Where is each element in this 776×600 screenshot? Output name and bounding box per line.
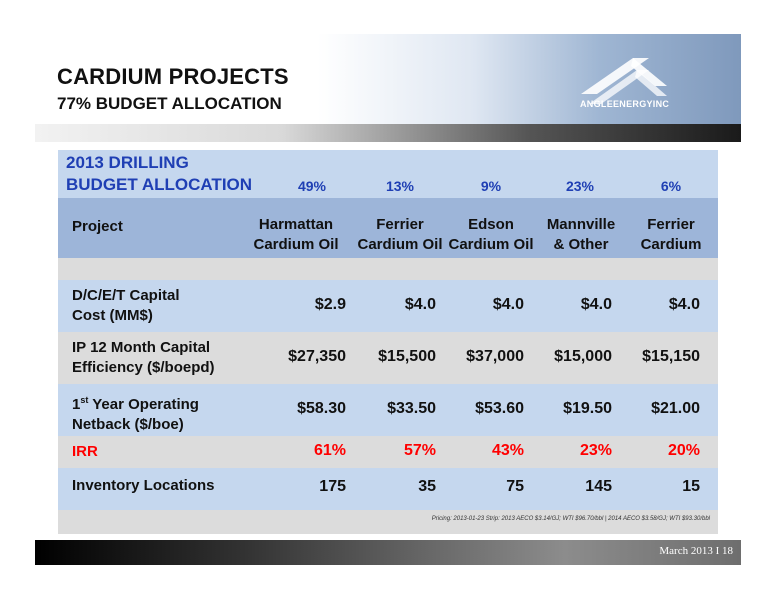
table-row: IP 12 Month Capital Efficiency ($/boepd)… — [58, 332, 718, 384]
cell-value: $21.00 — [651, 400, 700, 417]
cell-value: $4.0 — [580, 296, 612, 313]
cell-value: $4.0 — [668, 296, 700, 313]
footer-date-page: March 2013 I 18 — [659, 545, 733, 557]
cell-value: $15,000 — [554, 348, 612, 365]
column-header-line2: Cardium Oil — [253, 236, 339, 253]
column-header-line1: Ferrier — [376, 216, 424, 233]
logo-wordmark: ANGLEENERGYINC — [580, 99, 670, 109]
column-header-line1: Mannville — [546, 216, 616, 233]
cell-value: 75 — [506, 478, 524, 495]
row-label-line2: Netback ($/boe) — [72, 416, 184, 433]
slide-subtitle: 77% BUDGET ALLOCATION — [57, 94, 282, 113]
table-row: D/C/E/T Capital Cost (MM$) $2.9 $4.0 $4.… — [58, 280, 718, 332]
ordinal-suffix: st — [80, 395, 89, 405]
allocation-title-line2: BUDGET ALLOCATION — [66, 175, 253, 194]
row-label-line1: 1st Year Operating — [72, 390, 199, 415]
cell-value: 145 — [585, 478, 612, 495]
row-label-line2: Efficiency ($/boepd) — [72, 359, 215, 376]
allocation-mannville: 23% — [565, 178, 595, 194]
irr-value: 57% — [403, 442, 436, 459]
cell-value: $58.30 — [297, 400, 346, 417]
row-label-inventory: Inventory Locations — [72, 477, 215, 494]
allocation-row: 2013 DRILLING BUDGET ALLOCATION 49% 13% … — [58, 150, 718, 198]
slide-footer: March 2013 I 18 — [35, 540, 741, 565]
column-header-line2: Cardium Oil — [448, 236, 534, 253]
cell-value: $19.50 — [563, 400, 612, 417]
row-label-line1-text: Year Operating — [88, 396, 199, 413]
cell-value: $15,500 — [378, 348, 436, 365]
pricing-note-row: Pricing: 2013-01-23 Strip: 2013 AECO $3.… — [58, 510, 718, 534]
project-header: Project — [72, 218, 123, 235]
allocation-title-line1: 2013 DRILLING — [66, 153, 189, 172]
allocation-ferrier-gas: 6% — [660, 178, 682, 194]
allocation-edson: 9% — [480, 178, 502, 194]
row-label-line1: D/C/E/T Capital — [72, 287, 180, 304]
allocation-harmattan: 49% — [297, 178, 327, 194]
column-header-line1: Edson — [468, 216, 514, 233]
cell-value: $4.0 — [492, 296, 524, 313]
column-header-row: Project Harmattan Cardium Oil Ferrier Ca… — [58, 198, 718, 273]
column-header-mannville: Mannville & Other — [536, 215, 626, 255]
cell-value: $53.60 — [475, 400, 524, 417]
row-label-line1: IP 12 Month Capital — [72, 339, 211, 356]
cell-value: $15,150 — [642, 348, 700, 365]
column-header-ferrier-oil: Ferrier Cardium Oil — [355, 215, 445, 255]
table-row-irr: IRR 61% 57% 43% 23% 20% — [58, 436, 718, 468]
irr-value: 61% — [313, 442, 346, 459]
ordinal-number: 1 — [72, 396, 81, 413]
table-row: 1st Year Operating Netback ($/boe) $58.3… — [58, 384, 718, 436]
header-band — [35, 124, 741, 142]
row-label-operating-netback: 1st Year Operating Netback ($/boe) — [72, 390, 199, 435]
allocation-ferrier-oil: 13% — [385, 178, 415, 194]
column-header-edson: Edson Cardium Oil — [446, 215, 536, 255]
slide-header: CARDIUM PROJECTS 77% BUDGET ALLOCATION A… — [35, 34, 741, 142]
cell-value: 15 — [682, 478, 700, 495]
irr-value: 20% — [667, 442, 700, 459]
irr-value: 23% — [579, 442, 612, 459]
column-header-line2: & Other — [553, 236, 609, 253]
pricing-note: Pricing: 2013-01-23 Strip: 2013 AECO $3.… — [431, 516, 710, 522]
row-label-capital-efficiency: IP 12 Month Capital Efficiency ($/boepd) — [72, 338, 215, 378]
column-header-line1: Harmattan — [258, 216, 334, 233]
slide-title: CARDIUM PROJECTS — [57, 64, 289, 89]
row-label-line2: Cost (MM$) — [72, 307, 153, 324]
cell-value: $37,000 — [466, 348, 524, 365]
column-header-line1: Ferrier — [647, 216, 695, 233]
irr-value: 43% — [491, 442, 524, 459]
cell-value: $33.50 — [387, 400, 436, 417]
table-row: Inventory Locations 175 35 75 145 15 — [58, 468, 718, 510]
allocation-title: 2013 DRILLING BUDGET ALLOCATION — [66, 152, 252, 196]
column-header-harmattan: Harmattan Cardium Oil — [251, 215, 341, 255]
cell-value: $2.9 — [314, 296, 346, 313]
budget-table: 2013 DRILLING BUDGET ALLOCATION 49% 13% … — [58, 150, 718, 534]
cell-value: 175 — [319, 478, 346, 495]
angle-energy-logo-icon — [581, 58, 667, 104]
row-label-capital-cost: D/C/E/T Capital Cost (MM$) — [72, 286, 180, 326]
cell-value: 35 — [418, 478, 436, 495]
spacer-row — [58, 258, 718, 280]
cell-value: $4.0 — [404, 296, 436, 313]
column-header-line2: Cardium Oil — [357, 236, 443, 253]
cell-value: $27,350 — [288, 348, 346, 365]
row-label-irr: IRR — [72, 443, 98, 460]
